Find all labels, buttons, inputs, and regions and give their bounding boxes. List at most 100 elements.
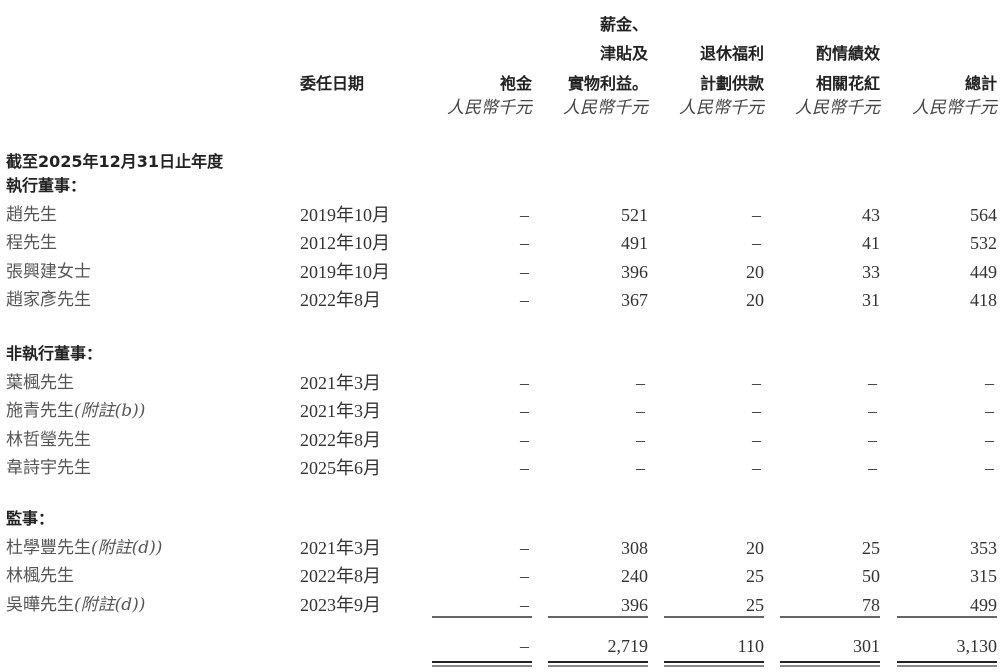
table-cell: 240 bbox=[621, 566, 648, 586]
column-unit: 人民幣千元 bbox=[795, 98, 880, 118]
appointment-date: 2012年10月 bbox=[300, 233, 390, 253]
note-reference: (附註(b)) bbox=[74, 401, 146, 421]
appointment-date: 2019年10月 bbox=[300, 261, 390, 282]
table-cell: 491 bbox=[621, 233, 648, 253]
column-header: 總計 bbox=[964, 74, 997, 93]
table-cell: 25 bbox=[746, 594, 764, 615]
director-name: 吳曄先生(附註(d)) bbox=[6, 595, 145, 615]
subtotal-rule bbox=[664, 616, 764, 618]
column-header: 相關花紅 bbox=[815, 74, 880, 93]
table-cell: – bbox=[752, 429, 761, 450]
column-header: 退休福利 bbox=[699, 44, 764, 63]
table-cell: 367 bbox=[621, 290, 648, 310]
director-name: 趙先生 bbox=[6, 205, 57, 225]
director-name: 趙家彥先生 bbox=[6, 290, 91, 310]
note-reference: (附註(d)) bbox=[74, 594, 146, 615]
name-text: 林楓先生 bbox=[6, 566, 74, 586]
section-title: 非執行董事： bbox=[6, 344, 103, 363]
table-cell: 564 bbox=[970, 204, 997, 225]
table-cell: 521 bbox=[621, 204, 648, 225]
table-cell: – bbox=[752, 401, 761, 421]
column-header: 薪金、 bbox=[599, 15, 648, 34]
name-text: 杜學豐先生 bbox=[6, 537, 91, 558]
table-cell: 499 bbox=[970, 594, 997, 615]
table-cell: 31 bbox=[862, 290, 880, 310]
column-header: 酌情績效 bbox=[815, 44, 880, 63]
table-cell: 20 bbox=[746, 261, 764, 282]
table-cell: 41 bbox=[862, 233, 880, 253]
name-text: 趙先生 bbox=[6, 204, 57, 225]
name-text: 葉楓先生 bbox=[6, 372, 74, 393]
table-cell: – bbox=[868, 372, 877, 393]
director-name: 杜學豐先生(附註(d)) bbox=[6, 538, 162, 558]
appointment-date: 2023年9月 bbox=[300, 594, 381, 615]
table-cell: 532 bbox=[970, 233, 997, 253]
table-cell: – bbox=[868, 401, 877, 421]
table-cell: – bbox=[985, 458, 994, 478]
name-text: 張興建女士 bbox=[6, 261, 91, 282]
table-cell: – bbox=[752, 372, 761, 393]
table-cell: 25 bbox=[862, 537, 880, 558]
total-cell: 3,130 bbox=[956, 636, 998, 656]
name-text: 施青先生 bbox=[6, 401, 74, 421]
column-unit: 人民幣千元 bbox=[912, 98, 997, 118]
column-unit: 人民幣千元 bbox=[563, 98, 648, 118]
table-cell: – bbox=[520, 233, 529, 253]
director-name: 葉楓先生 bbox=[6, 373, 74, 393]
director-name: 張興建女士 bbox=[6, 262, 91, 282]
table-cell: – bbox=[520, 372, 529, 393]
subtotal-rule bbox=[432, 616, 532, 618]
total-cell: 301 bbox=[853, 636, 880, 656]
table-cell: 78 bbox=[862, 594, 880, 615]
table-cell: 33 bbox=[862, 261, 880, 282]
name-text: 趙家彥先生 bbox=[6, 290, 91, 310]
total-cell: 110 bbox=[737, 636, 764, 656]
table-cell: – bbox=[636, 429, 645, 450]
total-double-rule bbox=[432, 661, 532, 663]
table-cell: – bbox=[520, 537, 529, 558]
total-cell: – bbox=[520, 636, 529, 656]
subtotal-rule bbox=[780, 616, 880, 618]
section-title: 執行董事： bbox=[6, 176, 87, 195]
column-header: 津貼及 bbox=[599, 44, 648, 63]
column-header: 計劃供款 bbox=[699, 74, 764, 93]
total-cell: 2,719 bbox=[607, 636, 649, 656]
table-cell: 20 bbox=[746, 537, 764, 558]
appointment-date: 2021年3月 bbox=[300, 372, 381, 393]
table-cell: – bbox=[520, 594, 529, 615]
name-text: 吳曄先生 bbox=[6, 594, 74, 615]
table-cell: – bbox=[520, 204, 529, 225]
table-cell: – bbox=[636, 372, 645, 393]
column-unit: 人民幣千元 bbox=[679, 98, 764, 118]
total-double-rule bbox=[780, 661, 880, 663]
column-header: 袍金 bbox=[499, 74, 532, 93]
appointment-date-header: 委任日期 bbox=[300, 74, 365, 93]
column-header: 實物利益。 bbox=[567, 74, 648, 93]
table-cell: – bbox=[520, 261, 529, 282]
total-double-rule bbox=[664, 661, 764, 663]
name-text: 林哲瑩先生 bbox=[6, 429, 91, 450]
table-cell: 25 bbox=[746, 566, 764, 586]
table-cell: – bbox=[520, 290, 529, 310]
section-title: 監事： bbox=[6, 509, 55, 528]
table-cell: 43 bbox=[862, 204, 880, 225]
subtotal-rule bbox=[548, 616, 648, 618]
name-text: 韋詩宇先生 bbox=[6, 458, 91, 478]
total-double-rule bbox=[548, 661, 648, 663]
table-cell: 50 bbox=[862, 566, 880, 586]
table-cell: 315 bbox=[970, 566, 997, 586]
table-cell: 418 bbox=[970, 290, 997, 310]
table-cell: – bbox=[752, 233, 761, 253]
table-cell: – bbox=[520, 458, 529, 478]
table-cell: 396 bbox=[621, 594, 648, 615]
table-cell: – bbox=[752, 458, 761, 478]
column-unit: 人民幣千元 bbox=[447, 98, 532, 118]
director-name: 程先生 bbox=[6, 233, 57, 253]
appointment-date: 2019年10月 bbox=[300, 204, 390, 225]
table-cell: – bbox=[985, 372, 994, 393]
table-cell: – bbox=[520, 566, 529, 586]
appointment-date: 2022年8月 bbox=[300, 290, 381, 310]
table-cell: – bbox=[752, 204, 761, 225]
appointment-date: 2025年6月 bbox=[300, 458, 381, 478]
table-cell: – bbox=[868, 429, 877, 450]
